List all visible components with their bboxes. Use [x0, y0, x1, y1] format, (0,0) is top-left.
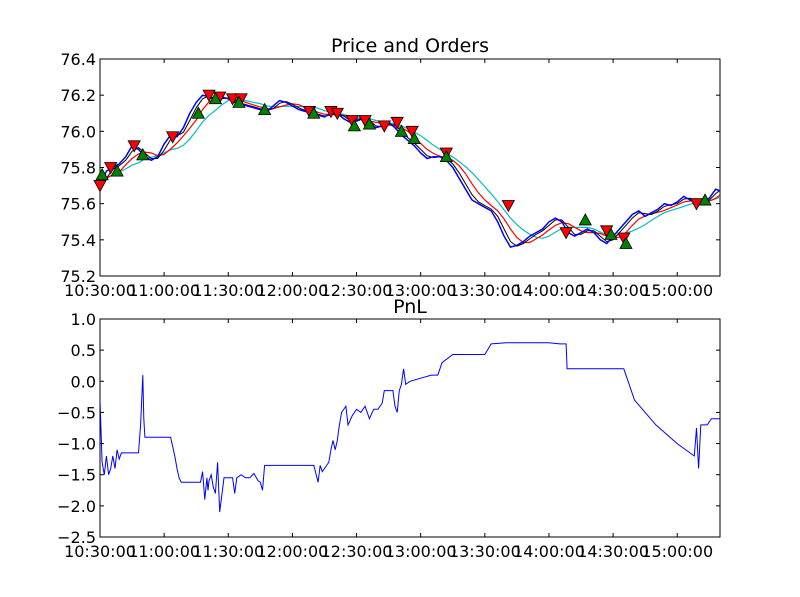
buy-order-marker: [439, 149, 454, 163]
sell-order-marker: [225, 93, 240, 106]
x-tick-label: 12:30:00: [321, 281, 393, 300]
buy-order-marker: [619, 236, 633, 249]
y-tick-label: −1.5: [57, 466, 96, 485]
buy-order-marker: [191, 106, 206, 119]
x-tick-label: 15:00:00: [641, 281, 713, 300]
x-tick-label: 11:30:00: [192, 281, 264, 300]
x-tick-label: 14:00:00: [513, 542, 585, 561]
x-tick-label: 11:00:00: [128, 281, 200, 300]
pnl-line: [100, 342, 720, 513]
pnl-chart: PnL 10:30:0011:00:0011:30:0012:00:0012:3…: [57, 296, 721, 561]
x-tick-label: 14:30:00: [577, 542, 649, 561]
buy-order-marker: [307, 106, 321, 119]
x-tick-label: 11:00:00: [128, 542, 200, 561]
y-tick-label: −2.5: [57, 528, 96, 547]
x-tick-label: 13:00:00: [385, 281, 457, 300]
pnl-plot-area: [99, 318, 721, 538]
y-tick-label: 75.8: [60, 159, 96, 178]
x-tick-label: 15:00:00: [641, 542, 713, 561]
y-tick-label: 75.2: [60, 267, 96, 286]
x-tick-label: 12:00:00: [256, 542, 328, 561]
pnl-chart-title: PnL: [393, 296, 427, 318]
y-tick-label: −2.0: [57, 497, 96, 516]
sell-order-marker: [501, 200, 516, 213]
y-tick-label: 1.0: [71, 310, 96, 329]
x-tick-label: 13:30:00: [449, 542, 521, 561]
x-tick-label: 14:00:00: [513, 281, 585, 300]
price-orders-ticks: 10:30:0011:00:0011:30:0012:00:0012:30:00…: [60, 50, 720, 300]
y-tick-label: 76.0: [60, 122, 96, 141]
sell-order-marker: [390, 116, 404, 130]
price-orders-chart: Price and Orders 10:30:0011:00:0011:30:0…: [60, 35, 721, 300]
y-tick-label: −0.5: [57, 403, 96, 422]
buy-order-marker: [95, 167, 109, 181]
sell-order-marker: [166, 131, 180, 144]
x-tick-label: 14:30:00: [577, 281, 649, 300]
y-tick-label: 75.6: [60, 195, 96, 214]
price-orders-chart-title: Price and Orders: [331, 35, 489, 57]
buy-order-marker: [347, 119, 362, 132]
sell-order-marker: [377, 120, 392, 133]
pnl-ticks: 10:30:0011:00:0011:30:0012:00:0012:30:00…: [57, 310, 720, 561]
buy-order-marker: [394, 124, 409, 137]
x-tick-label: 10:30:00: [64, 542, 136, 561]
sell-order-marker: [202, 89, 216, 103]
y-tick-label: −1.0: [57, 435, 96, 454]
buy-order-marker: [257, 102, 272, 116]
sell-order-marker: [93, 180, 107, 193]
sell-order-marker: [104, 162, 118, 175]
sell-order-marker: [559, 227, 573, 240]
buy-order-marker: [698, 193, 712, 206]
buy-order-marker: [362, 117, 377, 130]
y-tick-label: 75.4: [60, 231, 96, 250]
sell-order-marker: [127, 140, 141, 153]
x-tick-label: 13:30:00: [449, 281, 521, 300]
x-tick-label: 12:00:00: [256, 281, 328, 300]
order-markers-layer: [93, 89, 712, 249]
buy-order-marker: [604, 227, 618, 240]
x-tick-label: 12:30:00: [321, 542, 393, 561]
y-tick-label: 76.2: [60, 86, 96, 105]
sell-order-marker: [330, 107, 344, 121]
buy-order-marker: [232, 95, 246, 108]
buy-order-marker: [136, 148, 150, 161]
y-tick-label: 0.5: [71, 341, 96, 360]
sell-order-marker: [405, 125, 419, 139]
y-tick-label: 0.0: [71, 372, 96, 391]
x-tick-label: 11:30:00: [192, 542, 264, 561]
pnl-series-layer: [100, 342, 720, 513]
y-tick-label: 76.4: [60, 50, 96, 69]
buy-order-marker: [578, 213, 592, 226]
x-tick-label: 10:30:00: [64, 281, 136, 300]
buy-order-marker: [407, 131, 421, 144]
buy-order-marker: [110, 164, 124, 177]
buy-order-marker: [208, 91, 223, 105]
x-tick-label: 13:00:00: [385, 542, 457, 561]
